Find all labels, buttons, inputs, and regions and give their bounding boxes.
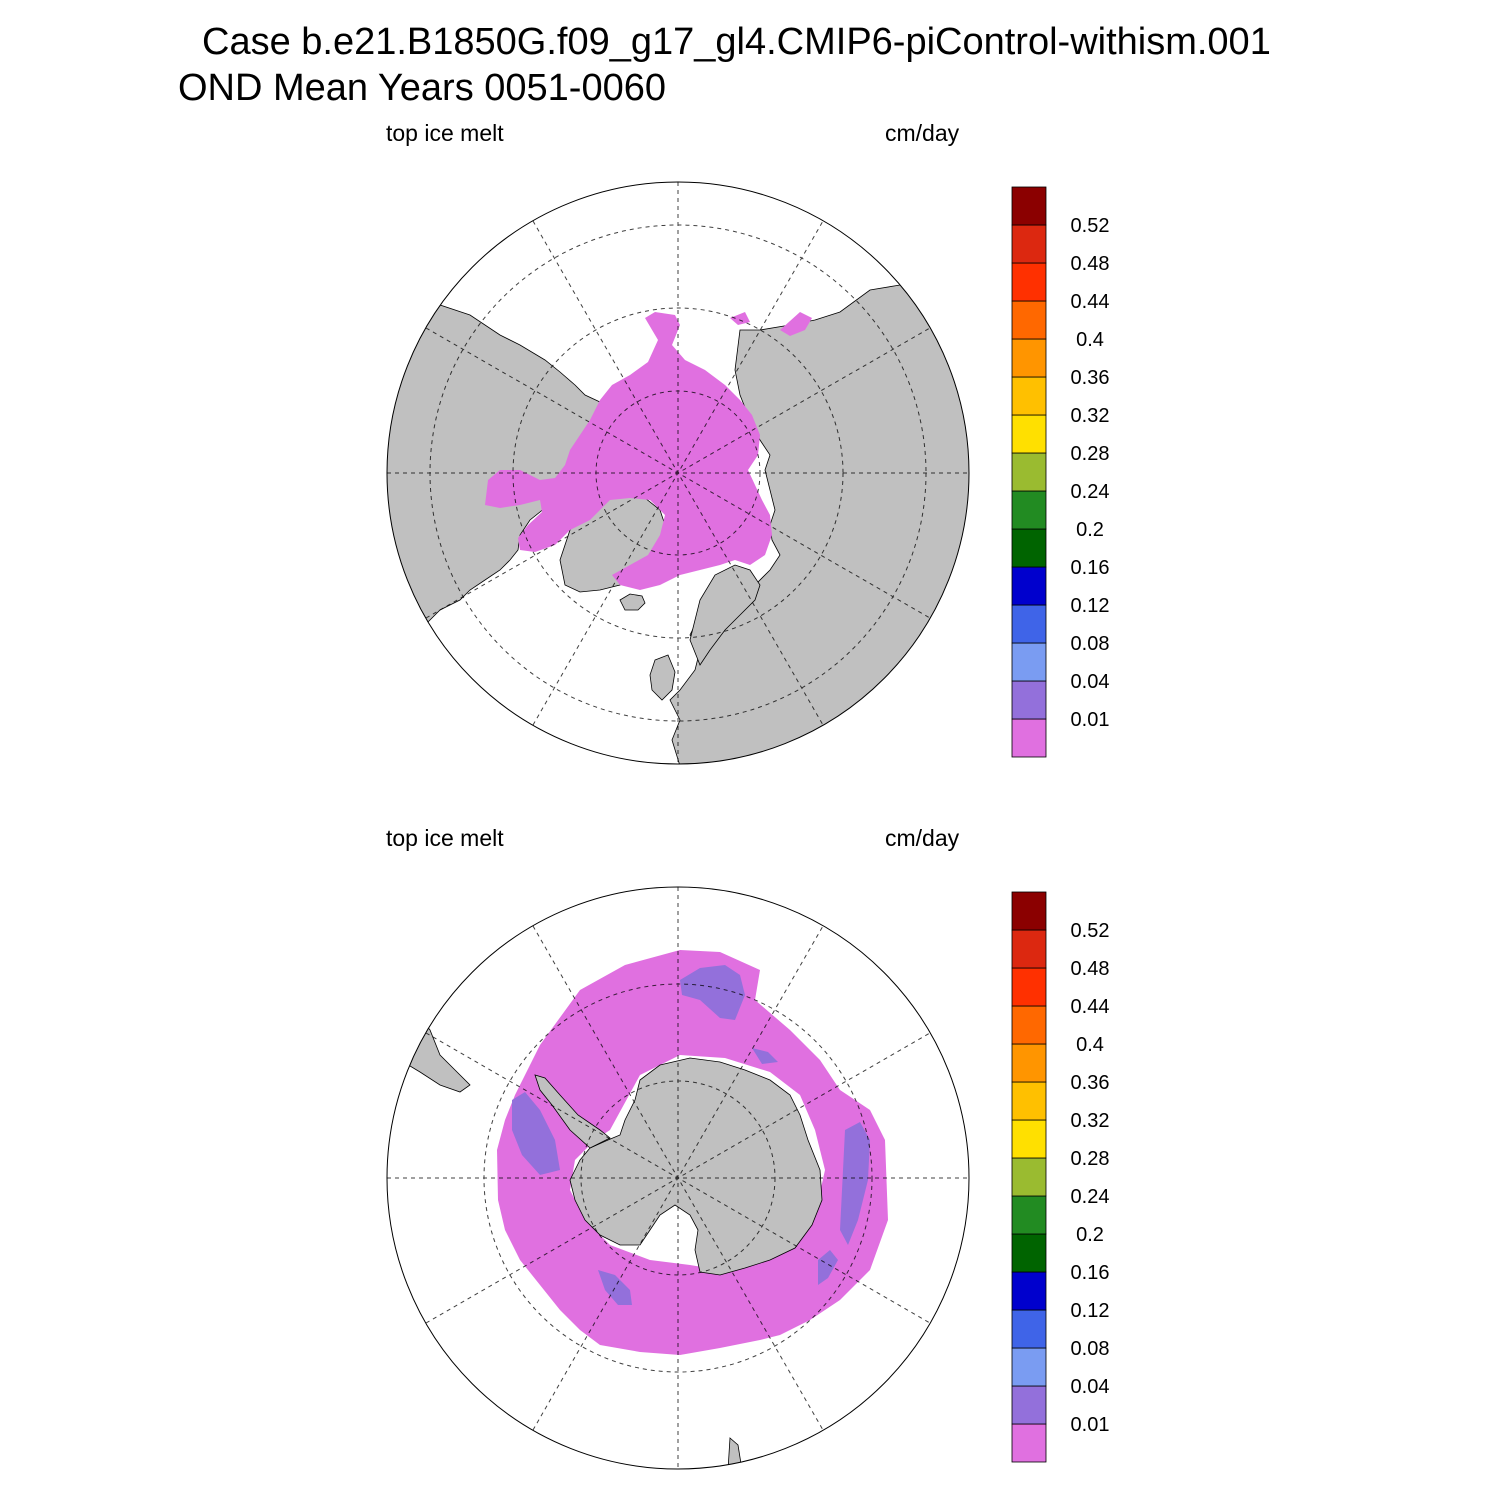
scandinavia-landmass	[689, 564, 761, 666]
south-colorbar-swatch	[1011, 929, 1047, 969]
north-colorbar-swatch	[1011, 680, 1047, 720]
north-colorbar-swatch	[1011, 528, 1047, 568]
south-colorbar-tick-label: 0.48	[1071, 958, 1110, 980]
north-colorbar: 0.01 0.04 0.08 0.12 0.16 0.2 0.24 0.28 0.32 0.36 0…	[1011, 186, 1110, 758]
north-colorbar-swatch	[1011, 642, 1047, 682]
north-colorbar-swatch	[1011, 186, 1047, 226]
south-colorbar-tick-label: 0.32	[1071, 1110, 1110, 1132]
south-colorbar-tick-label: 0.04	[1071, 1376, 1110, 1398]
north-colorbar-swatch	[1011, 718, 1047, 758]
south-colorbar-swatch	[1011, 1271, 1047, 1311]
south-colorbar-tick-label: 0.16	[1071, 1262, 1110, 1284]
north-colorbar-tick-label: 0.4	[1076, 329, 1104, 351]
south-colorbar-tick-label: 0.44	[1071, 996, 1110, 1018]
south-colorbar-tick-label: 0.12	[1071, 1300, 1110, 1322]
north-colorbar-swatch	[1011, 262, 1047, 302]
south-colorbar-swatch	[1011, 1081, 1047, 1121]
north-colorbar-tick-label: 0.12	[1071, 595, 1110, 617]
north-colorbar-swatch	[1011, 376, 1047, 416]
south-colorbar-swatch	[1011, 1005, 1047, 1045]
plot-title-line-1: Case b.e21.B1850G.f09_g17_gl4.CMIP6-piCo…	[202, 21, 1271, 63]
south-colorbar-tick-label: 0.36	[1071, 1072, 1110, 1094]
south-polar-map	[386, 886, 970, 1470]
south-colorbar-tick-label: 0.4	[1076, 1034, 1104, 1056]
south-colorbar-swatch	[1011, 1309, 1047, 1349]
north-colorbar-tick-label: 0.24	[1071, 481, 1110, 503]
arctic-sea-ice-melt-region	[485, 312, 772, 590]
melt-patch-pacific	[818, 1250, 838, 1285]
south-colorbar-tick-label: 0.08	[1071, 1338, 1110, 1360]
north-colorbar-tick-label: 0.08	[1071, 633, 1110, 655]
melt-patch-amundsen	[512, 1092, 560, 1175]
south-colorbar-swatch	[1011, 1043, 1047, 1083]
north-colorbar-tick-label: 0.48	[1071, 253, 1110, 275]
british-isles-landmass	[649, 654, 676, 701]
north-colorbar-tick-label: 0.52	[1071, 215, 1110, 237]
north-colorbar-tick-label: 0.01	[1071, 709, 1110, 731]
north-panel-variable-label: top ice melt	[386, 120, 504, 146]
north-colorbar-tick-label: 0.44	[1071, 291, 1110, 313]
south-polar-map-panel: 0.01 0.04 0.08 0.12 0.16 0.2 0.24 0.28 0.32 0.36 0…	[386, 886, 1110, 1470]
melt-patch-ross	[598, 1270, 632, 1305]
north-colorbar-swatch	[1011, 224, 1047, 264]
north-colorbar-swatch	[1011, 300, 1047, 340]
north-colorbar-tick-label: 0.16	[1071, 557, 1110, 579]
north-colorbar-swatch	[1011, 452, 1047, 492]
north-polar-map	[386, 181, 970, 765]
south-colorbar-swatch	[1011, 891, 1047, 931]
south-colorbar-swatch	[1011, 1157, 1047, 1197]
south-colorbar-swatch	[1011, 1119, 1047, 1159]
south-panel-variable-label: top ice melt	[386, 825, 504, 851]
south-colorbar-tick-label: 0.01	[1071, 1414, 1110, 1436]
north-panel-units-label: cm/day	[885, 120, 960, 146]
south-colorbar-swatch	[1011, 1195, 1047, 1235]
south-colorbar-swatch	[1011, 1423, 1047, 1463]
north-colorbar-tick-label: 0.04	[1071, 671, 1110, 693]
south-colorbar-swatch	[1011, 967, 1047, 1007]
melt-patch-weddell	[680, 965, 745, 1020]
melt-patch-small	[752, 1048, 778, 1064]
north-colorbar-tick-label: 0.2	[1076, 519, 1104, 541]
south-colorbar-swatch	[1011, 1233, 1047, 1273]
north-colorbar-swatch	[1011, 604, 1047, 644]
south-colorbar-tick-label: 0.24	[1071, 1186, 1110, 1208]
south-colorbar-tick-label: 0.2	[1076, 1224, 1104, 1246]
iceland-landmass	[619, 593, 646, 611]
north-colorbar-swatch	[1011, 338, 1047, 378]
north-colorbar-tick-label: 0.28	[1071, 443, 1110, 465]
south-panel-units-label: cm/day	[885, 825, 960, 851]
north-colorbar-tick-label: 0.36	[1071, 367, 1110, 389]
north-colorbar-swatch	[1011, 490, 1047, 530]
south-colorbar-swatch	[1011, 1347, 1047, 1387]
north-colorbar-tick-label: 0.32	[1071, 405, 1110, 427]
south-colorbar-tick-label: 0.52	[1071, 920, 1110, 942]
antarctic-peninsula-landmass	[534, 1074, 611, 1149]
north-colorbar-swatch	[1011, 414, 1047, 454]
south-colorbar: 0.01 0.04 0.08 0.12 0.16 0.2 0.24 0.28 0.32 0.36 0…	[1011, 891, 1110, 1463]
bering-sea-ice-melt-region	[780, 312, 812, 336]
south-colorbar-swatch	[1011, 1385, 1047, 1425]
north-polar-map-panel: 0.01 0.04 0.08 0.12 0.16 0.2 0.24 0.28 0.32 0.36 0…	[386, 181, 1110, 765]
plot-title-line-2: OND Mean Years 0051-0060	[178, 67, 666, 109]
south-colorbar-tick-label: 0.28	[1071, 1148, 1110, 1170]
antarctica-landmass	[569, 1057, 823, 1276]
north-colorbar-swatch	[1011, 566, 1047, 606]
melt-patch-indian	[840, 1122, 870, 1245]
chukchi-ice-melt-strip	[730, 312, 750, 325]
